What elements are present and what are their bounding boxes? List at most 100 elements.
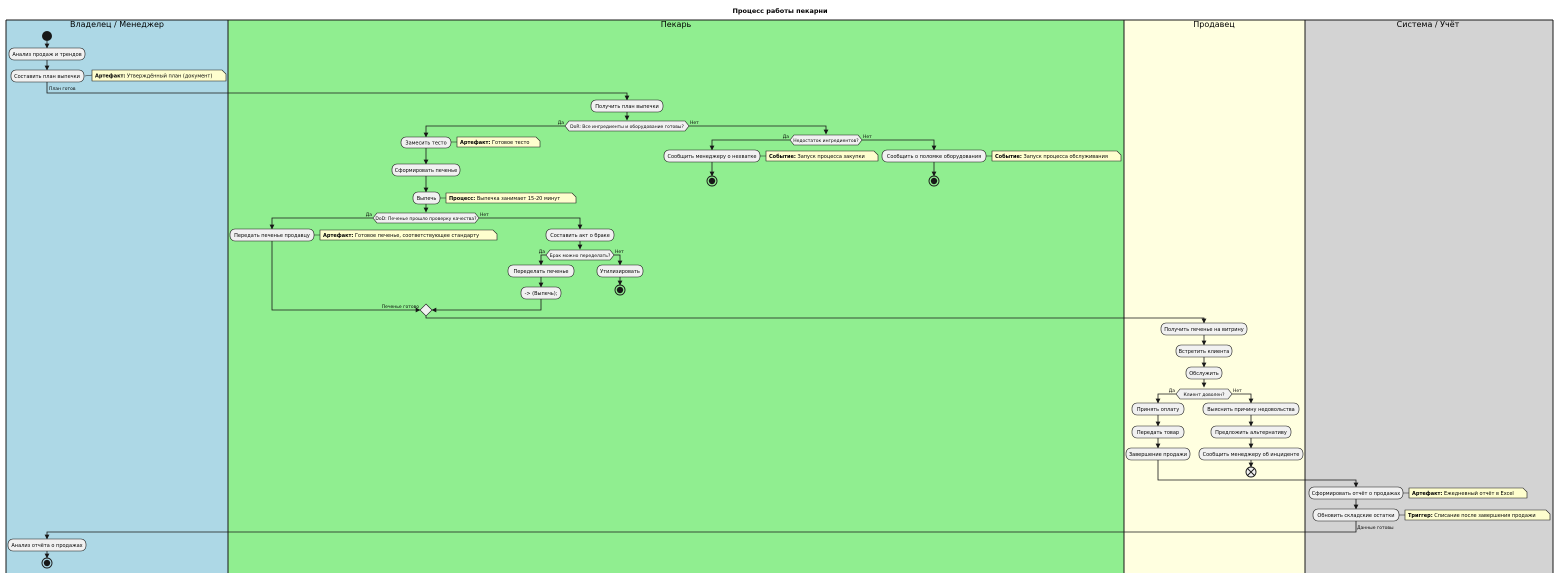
diagram-title: Процесс работы пекарни — [732, 7, 828, 15]
svg-text:Составить акт о браке: Составить акт о браке — [550, 233, 610, 239]
notes: Артефакт: Утверждённый план (документ) А… — [84, 69, 1551, 521]
activity-analyze-report[interactable]: Анализ отчёта о продажах — [7, 538, 87, 552]
decision-dod: DoD: Печенье прошло проверку качества? Д… — [366, 212, 489, 224]
decision-dod-no: Нет — [480, 212, 489, 218]
activity-defect-report[interactable]: Составить акт о браке — [545, 228, 615, 242]
svg-text:Брак можно переделать?: Брак можно переделать? — [550, 253, 611, 259]
lane-system: Система / Учёт — [1305, 20, 1553, 573]
svg-text:Артефакт: Готовое печенье, соо: Артефакт: Готовое печенье, соответствующ… — [323, 232, 479, 239]
activity-finish-sale[interactable]: Завершение продажи — [1125, 447, 1191, 461]
svg-text:Встретить клиента: Встретить клиента — [1179, 349, 1230, 355]
activities: Анализ продаж и трендов Составить план в… — [7, 47, 1404, 552]
activity-remake-cookies[interactable]: Переделать печенье — [507, 264, 575, 278]
svg-text:Получить план выпечки: Получить план выпечки — [595, 104, 658, 110]
lane-baker-header: Пекарь — [661, 20, 692, 29]
svg-text:Предложить альтернативу: Предложить альтернативу — [1215, 430, 1287, 436]
activity-make-sales-report[interactable]: Сформировать отчёт о продажах — [1308, 486, 1404, 500]
svg-text:Событие: Запуск процесса обслу: Событие: Запуск процесса обслуживания — [995, 153, 1108, 160]
svg-text:Артефакт: Утверждённый план (д: Артефакт: Утверждённый план (документ) — [95, 73, 212, 80]
svg-text:Сформировать печенье: Сформировать печенье — [395, 168, 457, 174]
decision-dor: DoR: Все ингредиенты и оборудование гото… — [558, 120, 699, 132]
svg-text:Получить печенье на витрину: Получить печенье на витрину — [1164, 327, 1244, 333]
activity-greet-client[interactable]: Встретить клиента — [1175, 344, 1233, 358]
activity-goto-bake[interactable]: -> (Выпечь); — [520, 286, 562, 300]
activity-serve[interactable]: Обслужить — [1185, 366, 1223, 380]
svg-text:DoR: Все ингредиенты и оборудо: DoR: Все ингредиенты и оборудование гото… — [570, 124, 684, 130]
flow-final-node — [1245, 466, 1257, 478]
note-plan-artifact: Артефакт: Утверждённый план (документ) — [84, 69, 227, 82]
activity-update-stock[interactable]: Обновить складские остатки — [1312, 508, 1400, 522]
svg-text:DoD: Печенье прошло проверку к: DoD: Печенье прошло проверку качества? — [375, 216, 477, 222]
decision-client: Клиент доволен? Да Нет — [1169, 388, 1242, 400]
lane-owner: Владелец / Менеджер — [6, 20, 228, 573]
lane-seller-bg — [1124, 20, 1305, 573]
stop-node-dispose — [614, 284, 626, 296]
svg-text:-> (Выпечь);: -> (Выпечь); — [525, 291, 558, 297]
svg-text:Анализ отчёта о продажах: Анализ отчёта о продажах — [11, 543, 82, 549]
flow-nodes — [41, 31, 1257, 569]
activity-hand-goods[interactable]: Передать товар — [1131, 425, 1185, 439]
svg-text:Выпечь: Выпечь — [417, 196, 437, 202]
activity-offer-alternative[interactable]: Предложить альтернативу — [1210, 425, 1292, 439]
note-dough-artifact: Артефакт: Готовое тесто — [451, 136, 541, 148]
note-cookie-artifact: Артефакт: Готовое печенье, соответствующ… — [314, 229, 498, 241]
activity-receive-plan[interactable]: Получить план выпечки — [590, 99, 664, 113]
note-writeoff-trigger: Триггер: Списание после завершения прода… — [1399, 509, 1551, 521]
note-report-artifact: Артефакт: Ежедневный отчёт в Excel — [1403, 487, 1528, 499]
edge-labels: План готов Печенье готово Данные готовы — [49, 86, 1394, 531]
svg-text:Выяснить причину недовольства: Выяснить причину недовольства — [1207, 407, 1295, 413]
lane-seller-header: Продавец — [1193, 20, 1235, 29]
activity-report-equipment[interactable]: Сообщить о поломке оборудования — [881, 149, 987, 163]
activity-shape-cookies[interactable]: Сформировать печенье — [391, 163, 461, 177]
svg-text:Сообщить менеджеру о нехватке: Сообщить менеджеру о нехватке — [667, 154, 756, 160]
edge-label-plan-ready: План готов — [49, 86, 76, 92]
svg-text:Обслужить: Обслужить — [1189, 371, 1219, 377]
activity-report-incident[interactable]: Сообщить менеджеру об инциденте — [1198, 447, 1304, 461]
svg-text:Клиент доволен?: Клиент доволен? — [1183, 392, 1225, 398]
decision-shortage: Недостаток ингредиентов? Да Нет — [783, 134, 872, 146]
svg-text:Принять оплату: Принять оплату — [1137, 407, 1179, 413]
activity-report-shortage[interactable]: Сообщить менеджеру о нехватке — [663, 149, 761, 163]
decision-client-no: Нет — [1233, 388, 1242, 394]
decision-dor-no: Нет — [690, 120, 699, 126]
svg-text:Передать товар: Передать товар — [1137, 430, 1179, 436]
lane-system-header: Система / Учёт — [1397, 20, 1460, 29]
lane-system-bg — [1305, 20, 1553, 573]
activity-knead-dough[interactable]: Замесить тесто — [400, 136, 452, 149]
activity-hand-to-seller[interactable]: Передать печенье продавцу — [229, 228, 315, 242]
svg-text:Завершение продажи: Завершение продажи — [1129, 452, 1187, 458]
svg-text:Процесс: Выпечка занимает 15-2: Процесс: Выпечка занимает 15-20 минут — [449, 196, 560, 202]
svg-text:Анализ продаж и трендов: Анализ продаж и трендов — [12, 52, 81, 58]
activity-dispose[interactable]: Утилизировать — [596, 264, 644, 278]
svg-text:Переделать печенье: Переделать печенье — [514, 269, 569, 275]
activity-find-reason[interactable]: Выяснить причину недовольства — [1202, 402, 1300, 416]
decision-remake: Брак можно переделать? Да Нет — [539, 249, 624, 261]
svg-text:Триггер: Списание после заверш: Триггер: Списание после завершения прода… — [1408, 513, 1536, 519]
svg-text:Утилизировать: Утилизировать — [600, 269, 640, 275]
decision-shortage-no: Нет — [863, 134, 872, 140]
edge-label-cookies-ready: Печенье готово — [382, 304, 420, 310]
svg-text:Сформировать отчёт о продажах: Сформировать отчёт о продажах — [1312, 491, 1400, 497]
decision-dod-yes: Да — [366, 212, 373, 218]
note-bake-process: Процесс: Выпечка занимает 15-20 минут — [440, 192, 577, 204]
activity-receive-cookies[interactable]: Получить печенье на витрину — [1160, 322, 1248, 336]
merge-node — [419, 303, 433, 317]
decision-client-yes: Да — [1169, 388, 1176, 394]
stop-node-supply — [706, 175, 718, 187]
stop-node-equipment — [928, 175, 940, 187]
svg-text:Обновить складские остатки: Обновить складские остатки — [1317, 513, 1394, 519]
edges — [44, 41, 1359, 559]
start-node — [42, 31, 52, 41]
activity-make-plan[interactable]: Составить план выпечки — [10, 69, 85, 83]
activity-accept-payment[interactable]: Принять оплату — [1131, 402, 1185, 416]
decision-dor-yes: Да — [558, 120, 565, 126]
svg-text:Событие: Запуск процесса закуп: Событие: Запуск процесса закупки — [769, 153, 865, 160]
activity-analyze-sales[interactable]: Анализ продаж и трендов — [8, 47, 86, 61]
stop-node-end — [41, 557, 53, 569]
lane-baker: Пекарь — [228, 20, 1124, 573]
decision-remake-no: Нет — [615, 249, 624, 255]
note-service-event: Событие: Запуск процесса обслуживания — [986, 150, 1122, 162]
lane-dividers — [5, 19, 1554, 573]
activity-bake[interactable]: Выпечь — [412, 191, 441, 205]
